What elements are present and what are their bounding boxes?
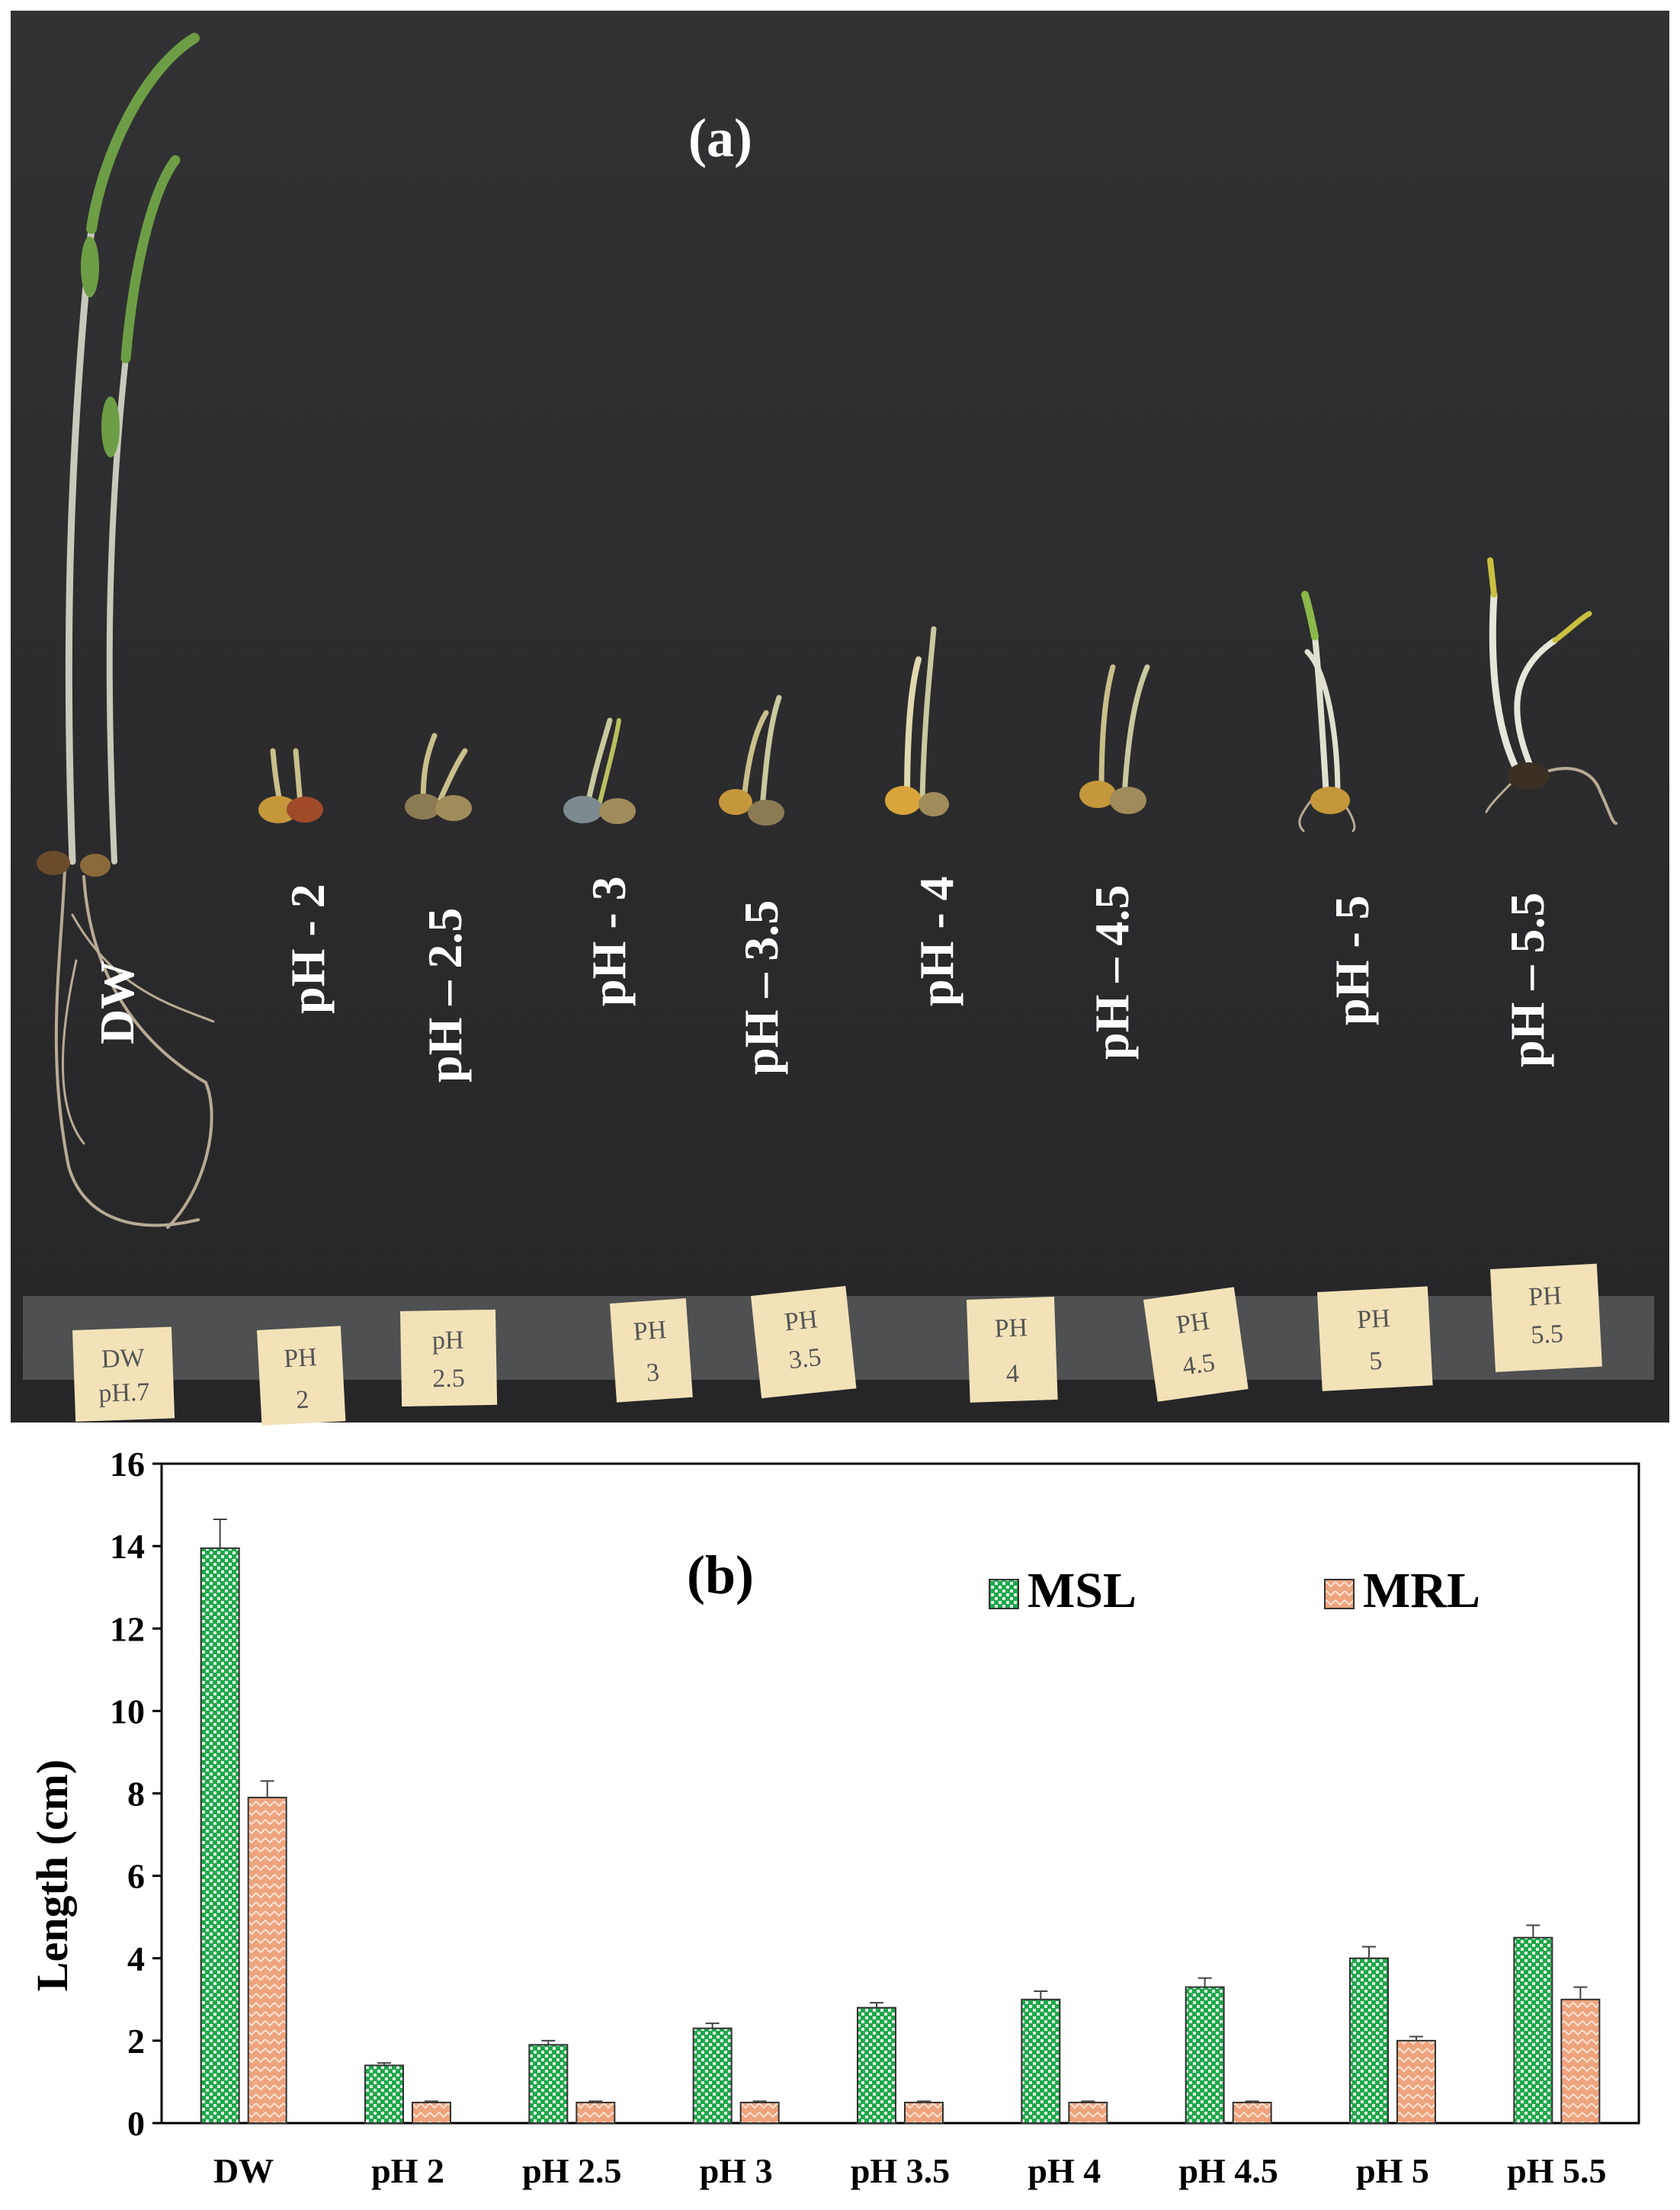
tag-line: PH xyxy=(783,1305,819,1336)
y-tick-label: 6 xyxy=(127,1857,145,1896)
bar-msl xyxy=(200,1547,240,2124)
tag-line: pH.7 xyxy=(98,1378,150,1408)
bar-msl xyxy=(1185,1986,1225,2124)
tag: PH 5.5 xyxy=(1490,1263,1602,1372)
x-tick-label: pH 2.5 xyxy=(522,2151,621,2190)
tag-line: 3.5 xyxy=(787,1343,822,1374)
y-tick-label: 2 xyxy=(127,2022,145,2061)
x-tick-label: pH 5.5 xyxy=(1507,2151,1606,2190)
condition-label: pH - 5 xyxy=(1325,895,1379,1025)
legend-swatch-msl xyxy=(989,1579,1019,1609)
tag-line: PH xyxy=(1528,1281,1562,1311)
legend-label: MSL xyxy=(1028,1563,1137,1618)
bar-msl xyxy=(1513,1936,1553,2124)
photo-background xyxy=(11,11,1669,1423)
condition-label: DW xyxy=(90,961,144,1044)
length-bar-chart: 0 2 4 6 8 10 12 14 16 DW pH 2 pH 2.5 pH 3 pH 3.5 pH 4 p… xyxy=(27,1445,1640,2190)
tag-line: 2 xyxy=(295,1386,309,1415)
tag-line: 3 xyxy=(646,1358,661,1387)
tag-line: PH xyxy=(633,1316,668,1346)
condition-label: pH – 3.5 xyxy=(734,900,788,1075)
bar-mrl xyxy=(1068,2101,1108,2124)
chart-legend: MSL MRL xyxy=(989,1563,1480,1618)
bar-mrl xyxy=(247,1796,287,2124)
legend-label: MRL xyxy=(1363,1563,1480,1618)
y-axis-label: Length (cm) xyxy=(27,1759,77,1991)
panel-a-label: (a) xyxy=(688,107,752,168)
x-tick-label: pH 5 xyxy=(1356,2151,1429,2190)
treatment-seedlings xyxy=(258,557,1617,832)
bar-msl xyxy=(692,2027,733,2124)
tag-line: 4.5 xyxy=(1181,1349,1217,1381)
bar-msl xyxy=(1021,1998,1061,2124)
tag: PH 3.5 xyxy=(751,1285,857,1399)
condition-label: pH – 2.5 xyxy=(418,908,472,1083)
condition-labels: DW pH - 2 pH – 2.5 pH - 3 pH – 3.5 pH - … xyxy=(90,876,1554,1083)
bar-msl xyxy=(1349,1957,1389,2124)
x-tick-label: pH 3 xyxy=(700,2151,773,2190)
tag: PH 5 xyxy=(1317,1286,1433,1391)
tag-line: PH xyxy=(994,1313,1028,1342)
seedling-photo-panel: (a) xyxy=(11,11,1669,1426)
tag-line: 5 xyxy=(1368,1347,1383,1376)
panel-b-label: (b) xyxy=(687,1544,754,1605)
tag: pH 2.5 xyxy=(400,1309,498,1407)
dw-seedling xyxy=(37,33,215,1229)
tag-line: 2.5 xyxy=(432,1365,465,1394)
paper-tags: DW pH.7 PH 2 pH 2.5 PH 3 PH 3.5 PH 4 xyxy=(72,1263,1602,1426)
tag: PH 3 xyxy=(610,1298,693,1403)
bar-mrl xyxy=(739,2101,780,2124)
y-tick-label: 14 xyxy=(110,1527,145,1566)
tag-line: DW xyxy=(101,1344,146,1374)
bar-msl xyxy=(364,2064,404,2124)
x-tick-label: DW xyxy=(213,2151,274,2190)
plot-area: 0 2 4 6 8 10 12 14 16 DW pH 2 pH 2.5 pH 3 pH 3.5 pH 4 p… xyxy=(110,1445,1640,2190)
bar-mrl xyxy=(412,2101,451,2124)
x-tick-label: pH 4.5 xyxy=(1178,2151,1278,2190)
bar-mrl xyxy=(1232,2101,1272,2124)
condition-label: pH – 5.5 xyxy=(1500,893,1554,1067)
bar-mrl xyxy=(575,2101,616,2124)
x-tick-label: pH 3.5 xyxy=(851,2151,950,2190)
bar-mrl xyxy=(1560,1998,1601,2124)
bar-msl xyxy=(528,2044,569,2124)
tag: PH 4.5 xyxy=(1143,1287,1249,1402)
condition-label: pH - 2 xyxy=(281,884,335,1014)
x-tick-label: pH 2 xyxy=(371,2151,444,2190)
tag: PH 2 xyxy=(257,1326,346,1426)
tag-line: 5.5 xyxy=(1530,1320,1563,1349)
y-tick-label: 8 xyxy=(127,1775,145,1814)
tag-line: PH xyxy=(283,1343,317,1373)
tag: DW pH.7 xyxy=(72,1326,175,1422)
tag-line: 4 xyxy=(1005,1360,1019,1389)
tag-line: pH xyxy=(432,1326,464,1355)
bar-msl xyxy=(857,2006,896,2124)
tag: PH 4 xyxy=(967,1296,1058,1403)
condition-label: pH - 3 xyxy=(582,876,636,1006)
bar-mrl xyxy=(1396,2039,1436,2124)
y-tick-label: 0 xyxy=(127,2104,145,2143)
tag-line: PH xyxy=(1175,1307,1211,1339)
tag-line: PH xyxy=(1356,1304,1390,1334)
y-tick-label: 4 xyxy=(127,1939,145,1978)
condition-label: pH – 4.5 xyxy=(1085,885,1139,1060)
y-tick-label: 16 xyxy=(110,1445,145,1483)
x-tick-label: pH 4 xyxy=(1028,2151,1101,2190)
condition-label: pH - 4 xyxy=(909,876,963,1006)
legend-swatch-mrl xyxy=(1324,1579,1355,1609)
y-tick-label: 12 xyxy=(110,1609,145,1648)
y-tick-label: 10 xyxy=(110,1692,145,1730)
bar-mrl xyxy=(904,2101,944,2124)
